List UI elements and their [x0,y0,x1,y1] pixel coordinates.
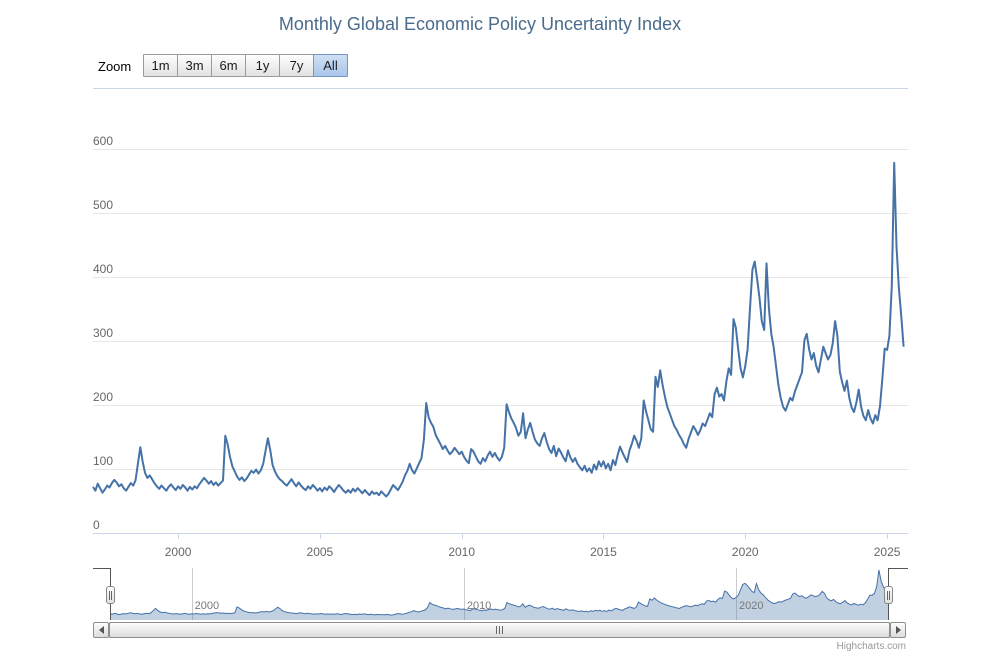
range-button-All[interactable]: All [313,54,348,77]
navigator-label-2000: 2000 [194,600,220,612]
navigator-line [109,569,889,616]
x-axis-label-2025: 2025 [873,545,901,559]
y-axis-label-200: 200 [93,389,114,404]
page-title: Monthly Global Economic Policy Uncertain… [278,14,682,34]
navigator-label-2020: 2020 [739,600,764,612]
y-axis-label-300: 300 [93,325,114,340]
zoom-label: Zoom [98,59,132,74]
range-selector-buttons: 1m 3m 6m 1y 7y All [143,54,348,77]
series-line[interactable] [92,161,905,498]
navigator-area[interactable] [110,570,888,620]
range-button-1y[interactable]: 1y [245,54,280,77]
credits-link[interactable]: Highcharts.com [836,641,906,652]
x-axis-label-2010: 2010 [448,545,476,559]
y-axis-label-0: 0 [93,518,100,532]
scrollbar-right-button[interactable] [890,622,906,638]
scrollbar-left-arrow-icon [98,626,104,634]
y-axis-label-400: 400 [93,261,114,276]
scrollbar-right-arrow-icon [895,626,901,634]
x-axis-label-2000: 2000 [164,545,192,559]
y-axis-label-600: 600 [93,133,114,148]
scrollbar-grip-icon [496,626,497,634]
x-axis-label-2005: 2005 [306,545,334,559]
navigator-handle-right[interactable] [884,586,893,604]
navigator-label-2010: 2010 [466,600,492,612]
x-axis-label-2020: 2020 [731,545,759,559]
x-axis-label-2015: 2015 [590,545,617,559]
scrollbar-thumb[interactable] [109,622,890,638]
y-axis-label-100: 100 [93,453,114,468]
y-axis-label-500: 500 [93,197,114,212]
navigator-handle-left[interactable] [106,586,115,604]
scrollbar-left-button[interactable] [93,622,109,638]
